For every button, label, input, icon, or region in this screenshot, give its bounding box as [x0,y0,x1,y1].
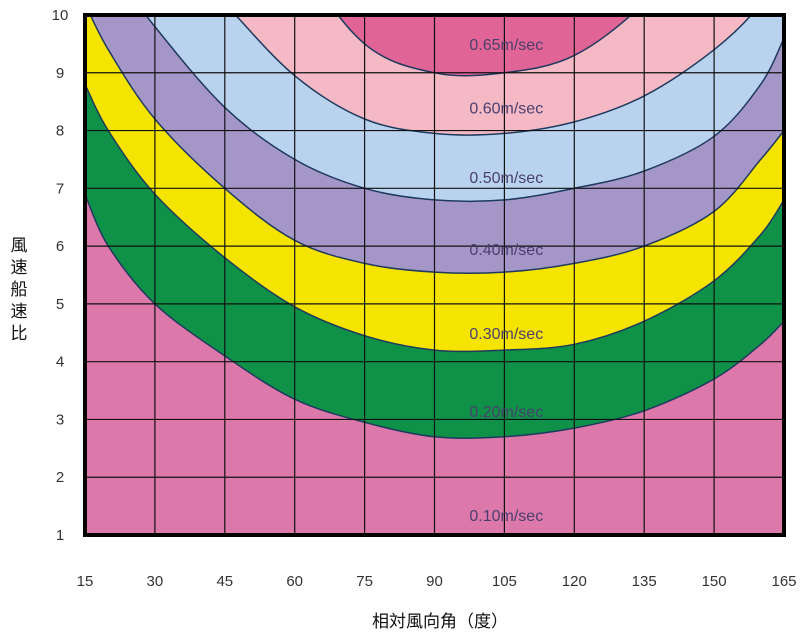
y-tick-label: 5 [56,296,64,313]
y-axis-label: 風速船速比 [11,236,28,344]
contour-labels: 0.10m/sec 0.20m/sec 0.30m/sec 0.40m/sec 0.50… [469,37,543,525]
contour-bands [85,15,784,535]
y-tick-label: 10 [52,7,69,24]
y-tick-label: 1 [56,527,64,544]
contour-label: 0.40m/sec [469,242,543,259]
x-tick-label: 135 [632,573,657,590]
y-tick-label: 8 [56,123,64,140]
y-tick-label: 3 [56,411,64,428]
y-tick-label: 7 [56,180,64,197]
contour-label: 0.10m/sec [469,508,543,525]
plot-frame [83,13,786,537]
contour-band-7 [337,15,632,76]
x-tick-label: 165 [771,573,796,590]
contour-line-6 [234,15,753,136]
x-axis-label: 相対風向角（度） [372,612,508,632]
x-tick-label: 90 [426,573,443,590]
x-tick-label: 30 [147,573,164,590]
y-tick-label: 6 [56,238,64,255]
contour-label: 0.50m/sec [469,170,543,187]
x-tick-label: 15 [77,573,94,590]
contour-label: 0.60m/sec [469,100,543,117]
y-tick-label: 2 [56,469,64,486]
x-tick-label: 45 [216,573,233,590]
y-axis-ticks: 1 2 3 4 5 6 7 8 9 10 [52,7,69,544]
x-tick-label: 120 [562,573,587,590]
x-tick-label: 60 [286,573,303,590]
x-tick-label: 105 [492,573,517,590]
contour-label: 0.20m/sec [469,404,543,421]
y-tick-label: 4 [56,354,64,371]
contour-label: 0.65m/sec [469,37,543,54]
x-tick-label: 75 [356,573,373,590]
y-tick-label: 9 [56,65,64,82]
x-axis-ticks: 15 30 45 60 75 90 105 120 135 150 165 [77,573,797,590]
x-tick-label: 150 [702,573,727,590]
contour-line-5 [144,15,784,203]
contour-label: 0.30m/sec [469,326,543,343]
